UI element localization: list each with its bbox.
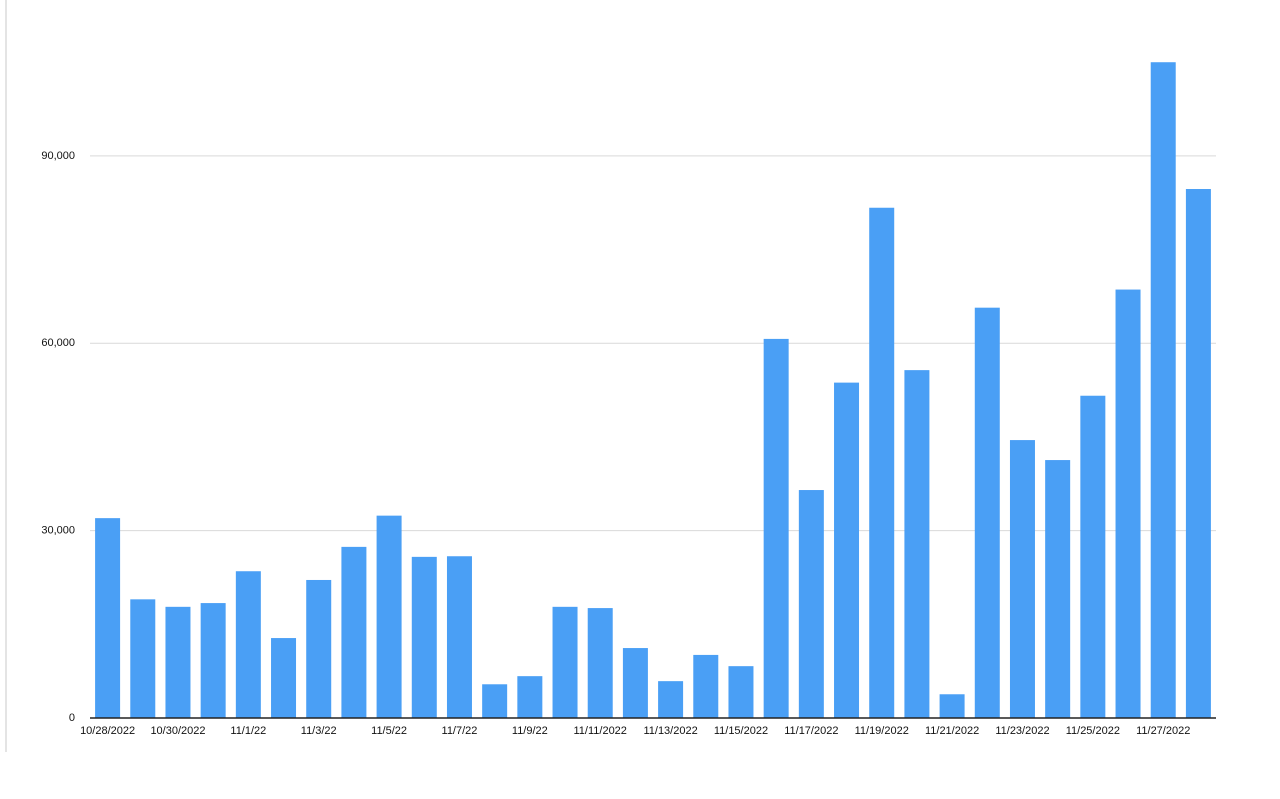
bar (271, 638, 297, 718)
bar (306, 579, 332, 718)
bar (95, 518, 121, 718)
bar (1115, 289, 1141, 718)
bar (235, 571, 261, 718)
x-tick-label: 11/7/22 (442, 725, 478, 737)
x-tick-label: 10/30/2022 (150, 725, 205, 737)
x-tick-label: 11/3/22 (301, 725, 337, 737)
x-tick-label: 11/1/22 (230, 725, 266, 737)
bar (834, 382, 860, 718)
x-tick-label: 11/5/22 (371, 725, 407, 737)
x-tick-label: 11/13/2022 (643, 725, 697, 737)
bar (904, 370, 930, 718)
bar (1009, 440, 1035, 718)
x-tick-label: 11/9/22 (512, 725, 548, 737)
bar (130, 599, 156, 718)
bar (200, 603, 226, 718)
bar (446, 556, 472, 718)
x-tick-label: 11/21/2022 (925, 725, 979, 737)
bar (798, 490, 824, 718)
bar (622, 648, 648, 718)
y-tick-label: 30,000 (41, 525, 75, 537)
bar (1185, 189, 1211, 718)
y-tick-label: 60,000 (41, 337, 75, 349)
bar (411, 556, 437, 718)
bar (728, 666, 754, 718)
bar (974, 307, 1000, 718)
x-tick-label: 11/25/2022 (1066, 725, 1120, 737)
x-tick-label: 11/17/2022 (784, 725, 838, 737)
bar (341, 546, 367, 718)
x-tick-label: 11/11/2022 (574, 725, 627, 737)
bar (1150, 62, 1176, 718)
x-tick-label: 11/23/2022 (995, 725, 1049, 737)
x-tick-label: 10/28/2022 (80, 725, 135, 737)
x-tick-label: 11/15/2022 (714, 725, 768, 737)
bar (658, 681, 684, 718)
bar (869, 207, 895, 718)
bar (165, 606, 191, 718)
bar (939, 694, 965, 718)
bar (1045, 460, 1071, 718)
bar (763, 338, 789, 718)
bar (693, 654, 719, 718)
x-tick-label: 11/27/2022 (1136, 725, 1190, 737)
bar (376, 515, 402, 718)
x-tick-label: 11/19/2022 (855, 725, 909, 737)
bar (482, 684, 508, 718)
bar (552, 606, 578, 718)
y-tick-label: 0 (69, 712, 75, 724)
bar (517, 676, 543, 718)
y-tick-label: 90,000 (41, 150, 75, 162)
bar (1080, 395, 1106, 718)
bar (587, 608, 613, 718)
